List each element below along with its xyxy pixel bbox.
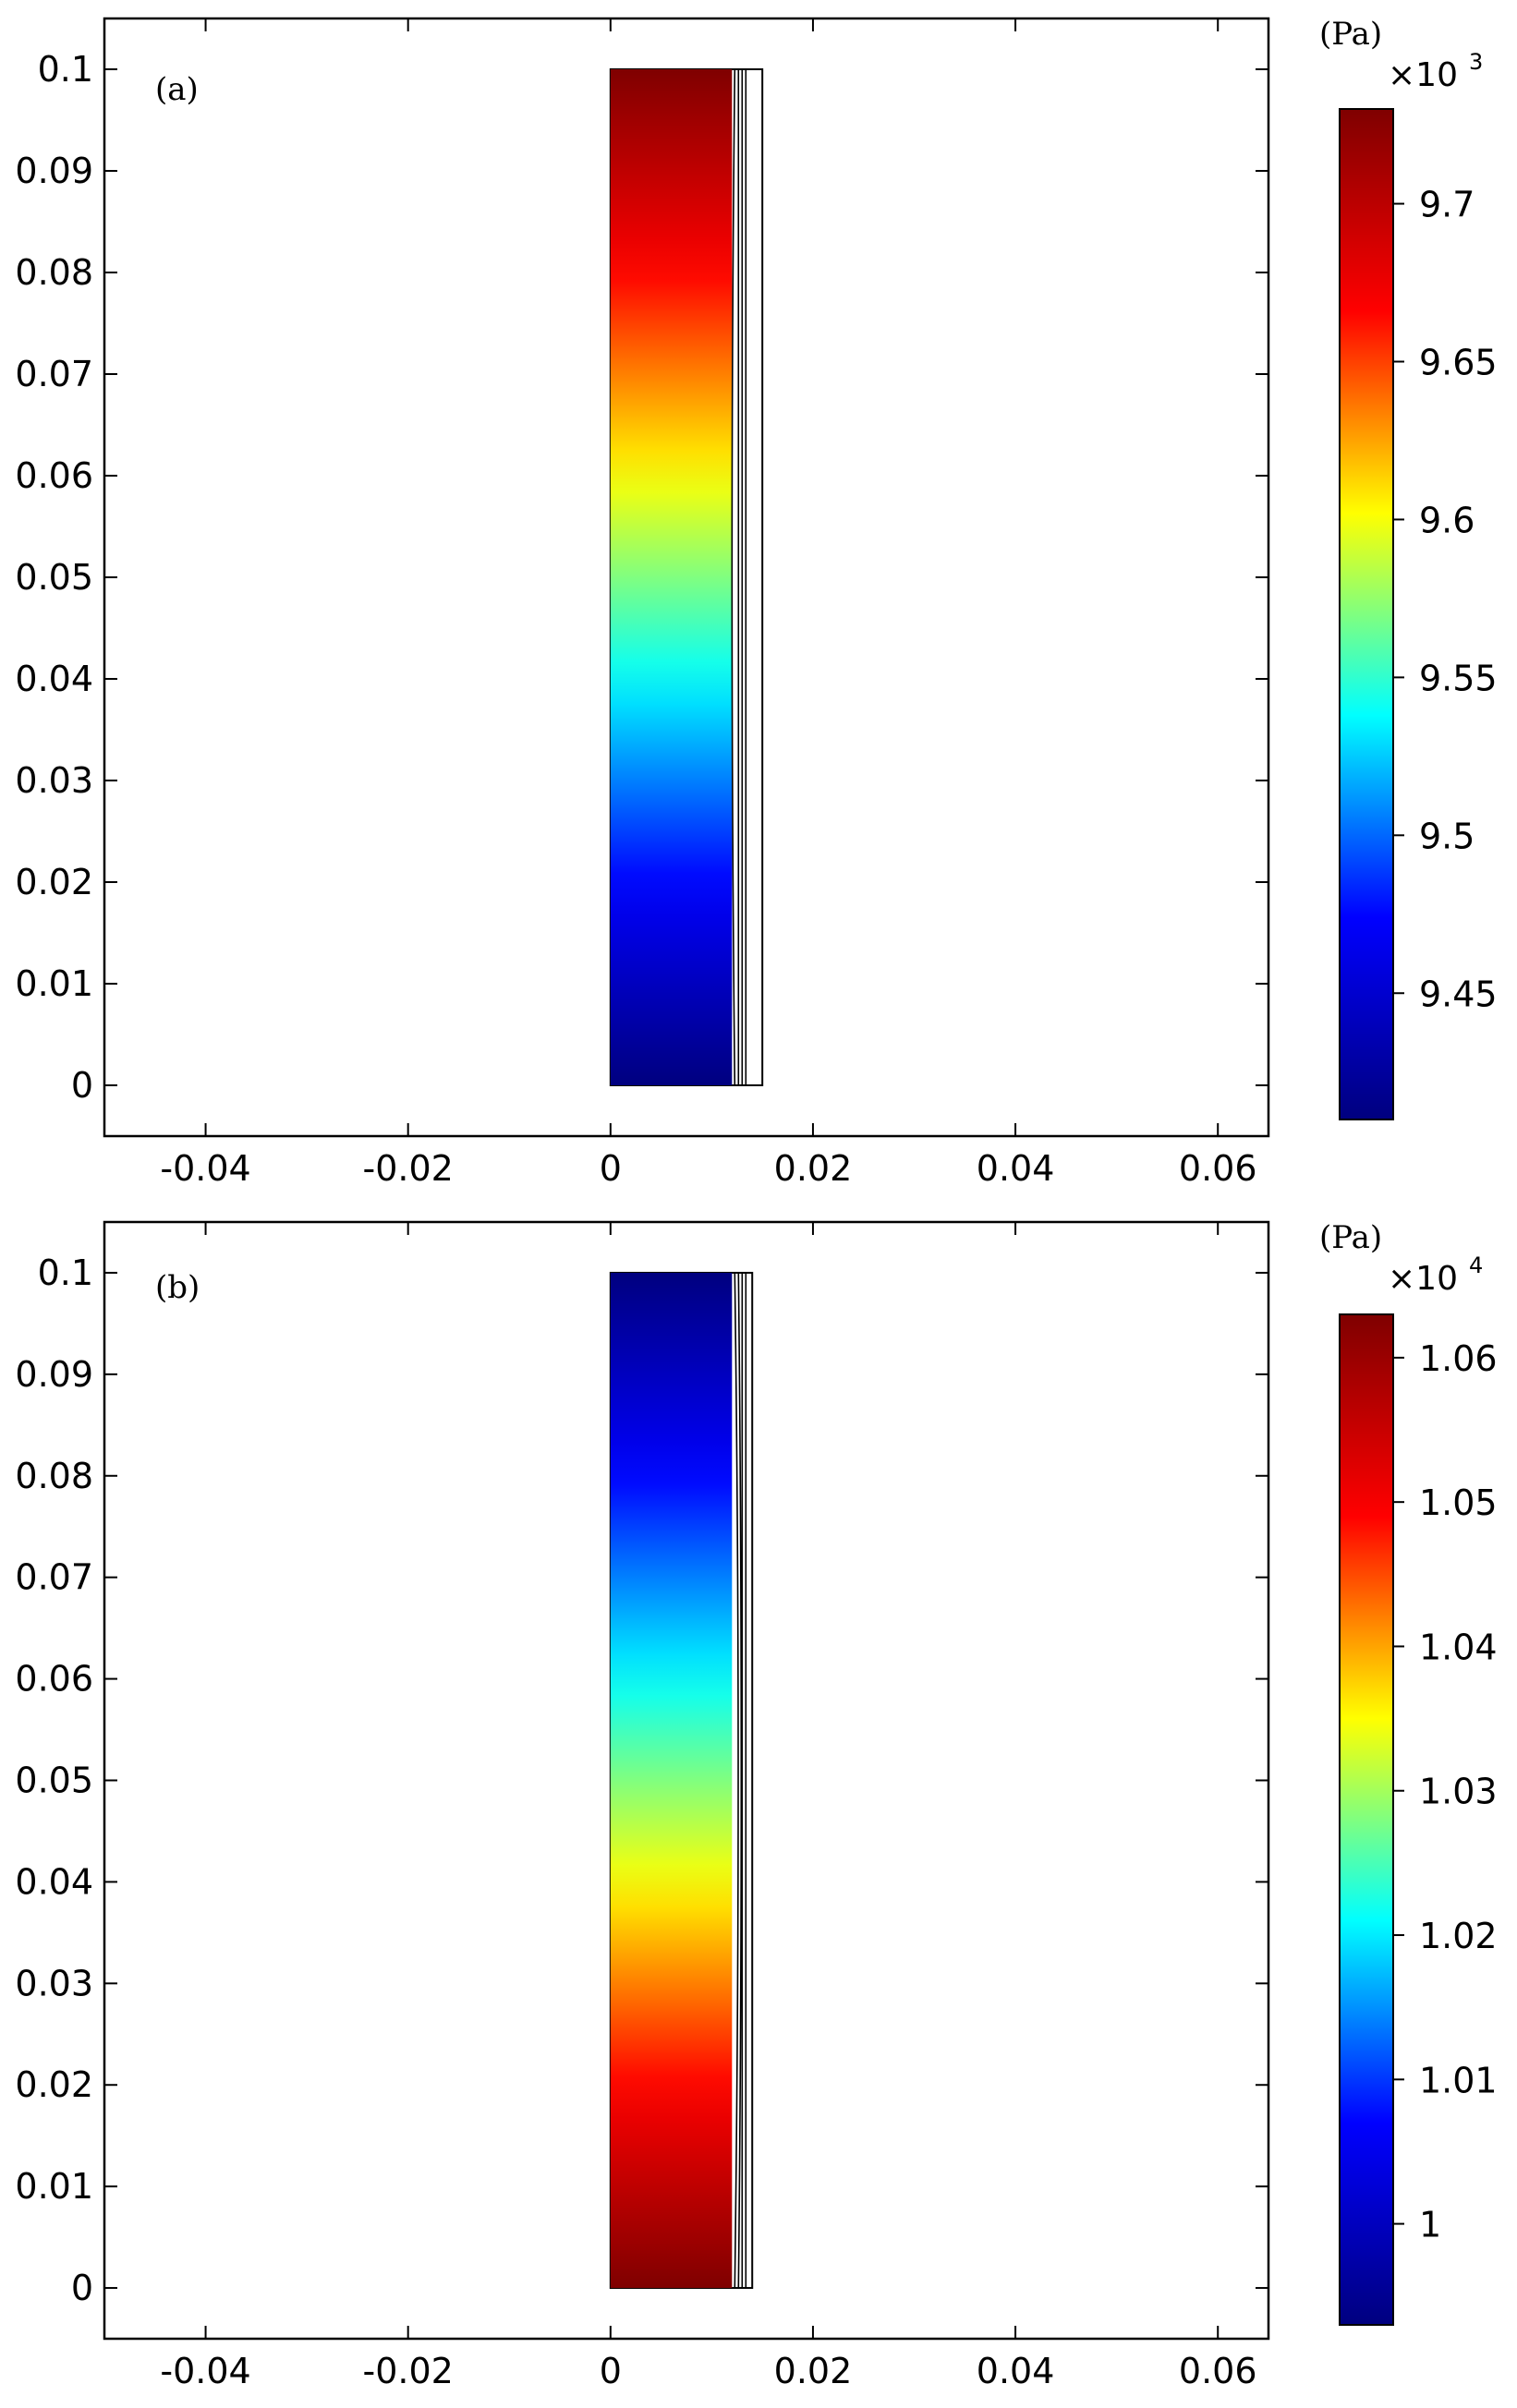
y-tick-label: 0.03 [15,760,93,801]
y-tick-label: 0 [71,1065,93,1106]
deformation-contour [734,1272,739,2289]
y-tick-label: 0.04 [15,659,93,699]
x-tick-label: 0.04 [977,2351,1055,2391]
x-tick-label: -0.04 [160,1148,250,1189]
y-tick-label: 0.02 [15,2064,93,2105]
colorbar-exponent: 4 [1469,1252,1483,1278]
y-tick-label: 0.08 [15,1456,93,1496]
deformation-contour [737,1272,743,2289]
colorbar-tick-label: 1.04 [1419,1627,1498,1667]
y-tick-label: 0.1 [38,1252,93,1293]
y-tick-label: 0.01 [15,963,93,1004]
panel-b: -0.04 -0.02 0 0.02 0.04 0.06 0 0.01 0.02 0.03 0.04… [15,1219,1497,2391]
panel-label: (b) [155,1269,200,1306]
colorbar-tick-label: 1.06 [1419,1338,1498,1379]
pressure-field [610,69,733,1085]
colorbar-multiplier: ×10 [1388,1260,1458,1298]
colorbar-unit: (Pa) [1319,1219,1382,1256]
colorbar-tick-label: 1.02 [1419,1916,1498,1956]
y-tick-label: 0.01 [15,2166,93,2207]
panel-a: -0.04 -0.02 0 0.02 0.04 0.06 0 0.01 0.02 0.03 0.04… [15,16,1497,1189]
x-tick-label: 0.06 [1179,2351,1257,2391]
colorbar [1339,1313,1394,2326]
x-tick-label: 0.02 [774,2351,853,2391]
y-tick-label: 0.07 [15,1557,93,1598]
x-tick-label: -0.04 [160,2351,250,2391]
colorbar-tick-label: 1 [1419,2205,1441,2245]
y-tick-label: 0.06 [15,1659,93,1700]
x-tick-label: 0.06 [1179,1148,1257,1189]
panel-label: (a) [155,71,199,108]
x-tick-label: 0 [600,2351,622,2391]
x-tick-label: 0 [600,1148,622,1189]
pressure-field [610,1272,733,2289]
colorbar-tick-label: 9.45 [1419,974,1498,1014]
colorbar-tick-label: 1.05 [1419,1482,1498,1523]
deformation-contour [731,68,736,1086]
colorbar-exponent: 3 [1469,49,1483,75]
y-tick-label: 0.1 [38,49,93,90]
colorbar-unit: (Pa) [1319,16,1382,53]
y-tick-label: 0.05 [15,1761,93,1801]
y-tick-label: 0 [71,2268,93,2308]
x-tick-label: 0.04 [977,1148,1055,1189]
y-tick-label: 0.08 [15,252,93,293]
colorbar-tick-label: 1.03 [1419,1772,1498,1812]
y-tick-label: 0.05 [15,557,93,598]
colorbar-tick-label: 9.65 [1419,343,1498,383]
x-tick-label: 0.02 [774,1148,853,1189]
y-tick-label: 0.06 [15,455,93,496]
x-tick-label: -0.02 [363,2351,454,2391]
y-tick-label: 0.04 [15,1861,93,1902]
y-tick-label: 0.07 [15,354,93,394]
colorbar-tick-label: 9.6 [1419,500,1475,540]
colorbar-tick-label: 9.7 [1419,185,1475,225]
y-tick-label: 0.03 [15,1963,93,2003]
colorbar-multiplier: ×10 [1388,56,1458,94]
colorbar-tick-label: 1.01 [1419,2060,1498,2100]
colorbar-tick-label: 9.5 [1419,816,1475,856]
x-tick-label: -0.02 [363,1148,454,1189]
y-tick-label: 0.02 [15,862,93,902]
colorbar-tick-label: 9.55 [1419,658,1498,698]
y-tick-label: 0.09 [15,1354,93,1395]
y-tick-label: 0.09 [15,151,93,191]
colorbar [1339,108,1394,1120]
